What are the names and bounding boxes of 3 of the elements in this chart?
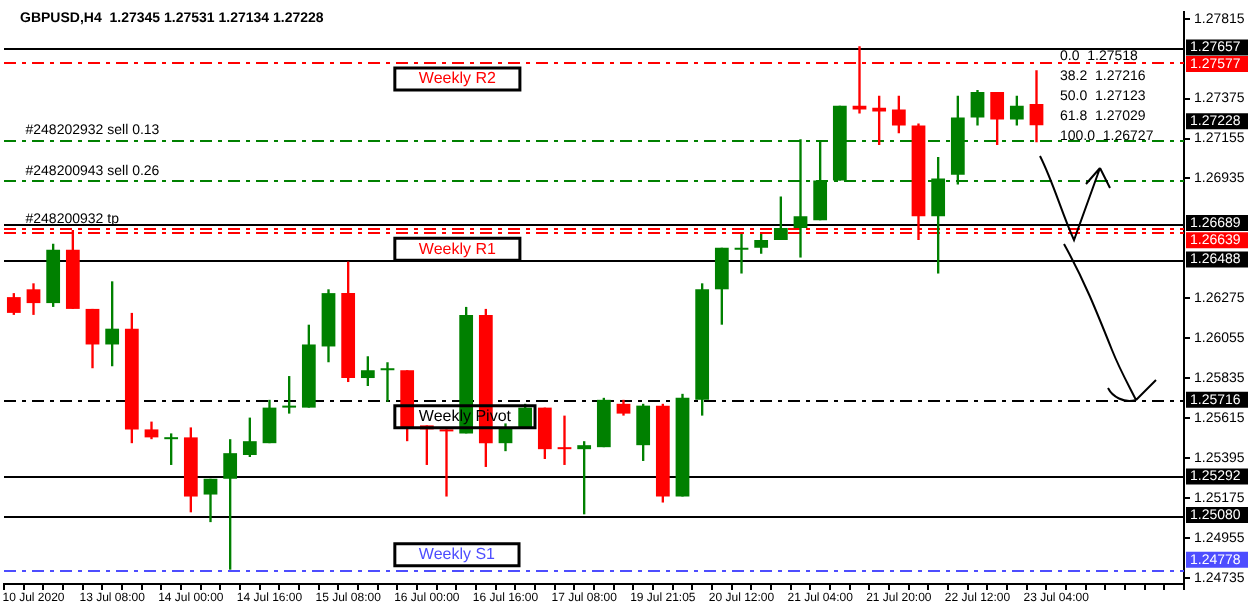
annotation: Weekly R2 [418, 69, 497, 88]
annotation: Weekly R1 [418, 239, 497, 258]
annotation: Weekly S1 [418, 545, 497, 564]
